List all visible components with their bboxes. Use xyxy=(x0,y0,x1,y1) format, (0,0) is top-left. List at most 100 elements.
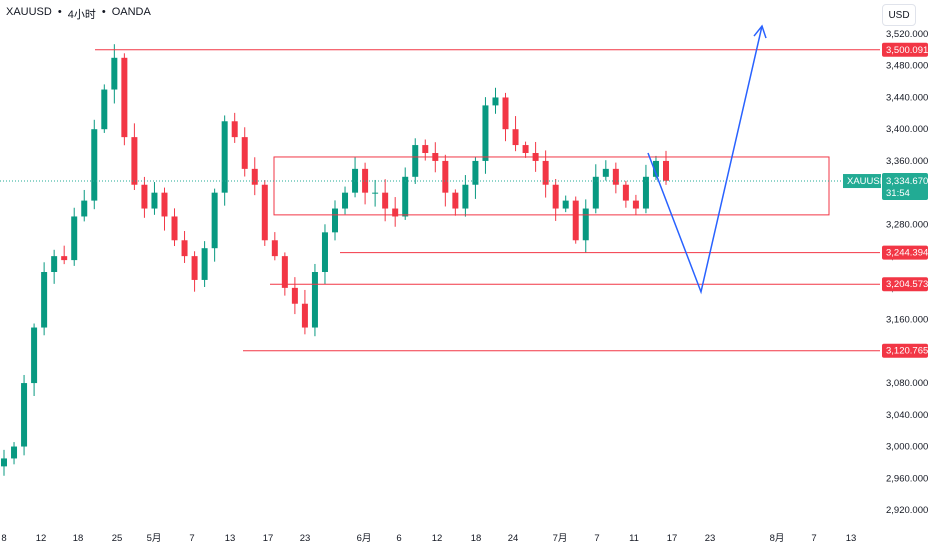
candle-body xyxy=(663,160,669,181)
candle-body xyxy=(422,145,429,153)
level-label-bg xyxy=(882,245,928,260)
candle-body xyxy=(562,200,569,209)
price-tick-label: 3,480.000 xyxy=(886,61,928,72)
title-separator: • xyxy=(57,6,62,18)
projection-arrowhead xyxy=(753,24,767,39)
candle-body xyxy=(281,256,288,288)
candle-body xyxy=(622,184,629,201)
level-label-text: 3,120.765 xyxy=(886,346,928,357)
time-tick-label: 6 xyxy=(396,533,401,544)
candle-body xyxy=(472,160,479,185)
candle-body xyxy=(582,208,589,241)
candle-body xyxy=(61,256,68,261)
time-tick-label: 8 xyxy=(1,533,6,544)
candle-body xyxy=(251,168,258,185)
price-tick-label: 2,920.000 xyxy=(886,505,928,516)
level-label-bg xyxy=(882,343,928,358)
candle-body xyxy=(241,137,248,169)
candle-body xyxy=(642,176,649,209)
price-tick-label: 3,000.000 xyxy=(886,442,928,453)
candle-body xyxy=(552,184,559,209)
candle-body xyxy=(352,168,359,193)
candle-body xyxy=(171,216,178,241)
candle-body xyxy=(362,168,369,193)
candle-body xyxy=(81,200,88,217)
candle-body xyxy=(372,192,379,194)
candle-body xyxy=(311,272,318,328)
candle-body xyxy=(41,272,48,328)
title-separator: • xyxy=(101,6,106,18)
time-tick-label: 12 xyxy=(432,533,443,544)
candle-body xyxy=(502,97,509,130)
price-tick-label: 3,520.000 xyxy=(886,29,928,40)
time-tick-label: 17 xyxy=(667,533,678,544)
candle-body xyxy=(221,121,228,193)
candle-body xyxy=(652,160,659,177)
price-tick-label: 3,280.000 xyxy=(886,219,928,230)
time-tick-label: 18 xyxy=(471,533,482,544)
candle-body xyxy=(21,383,28,447)
time-tick-label: 13 xyxy=(846,533,857,544)
time-tick-label: 17 xyxy=(263,533,274,544)
candle-body xyxy=(602,168,609,177)
level-label-text: 3,204.573 xyxy=(886,279,928,290)
time-tick-label: 7 xyxy=(811,533,816,544)
price-tick-label: 2,960.000 xyxy=(886,473,928,484)
candle-body xyxy=(121,57,128,138)
time-tick-label: 12 xyxy=(36,533,47,544)
candle-body xyxy=(141,184,148,209)
symbol-name: XAUUSD xyxy=(6,6,52,18)
candle-body xyxy=(572,200,579,241)
candle-body xyxy=(462,184,469,209)
candle-body xyxy=(191,256,198,280)
price-tick-label: 3,160.000 xyxy=(886,315,928,326)
candle-body xyxy=(151,192,158,209)
candle-body xyxy=(412,145,419,177)
candle-body xyxy=(592,176,599,209)
price-tick-label: 3,040.000 xyxy=(886,410,928,421)
candle-body xyxy=(382,192,389,209)
candle-body xyxy=(91,129,98,201)
candle-body xyxy=(392,208,399,217)
level-price-label: 3,120.765 xyxy=(882,343,928,358)
countdown-timer: 31:54 xyxy=(886,188,910,199)
candle-body xyxy=(632,200,639,209)
candle-body xyxy=(231,121,238,138)
price-tick-label: 3,080.000 xyxy=(886,378,928,389)
candle-body xyxy=(101,89,108,130)
candle-body xyxy=(452,192,459,209)
candle-body xyxy=(542,160,549,185)
candle-body xyxy=(71,216,78,261)
candle-body xyxy=(482,105,489,161)
time-tick-label: 7 xyxy=(189,533,194,544)
current-price-bg xyxy=(882,173,928,201)
candle-body xyxy=(522,145,529,153)
level-label-text: 3,500.091 xyxy=(886,45,928,56)
candle-body xyxy=(321,232,328,272)
time-tick-label: 6月 xyxy=(357,533,372,544)
price-tick-label: 3,440.000 xyxy=(886,92,928,103)
level-price-label: 3,500.091 xyxy=(882,42,928,57)
time-tick-label: 23 xyxy=(705,533,716,544)
symbol-title: XAUUSD • 4小时 • OANDA xyxy=(6,6,151,22)
currency-button[interactable]: USD xyxy=(882,4,916,26)
time-tick-label: 7 xyxy=(594,533,599,544)
candle-body xyxy=(181,240,188,257)
level-label-bg xyxy=(882,42,928,57)
broker-label: OANDA xyxy=(111,6,151,18)
candle-body xyxy=(11,446,18,459)
candle-body xyxy=(1,458,7,467)
candle-body xyxy=(612,168,619,185)
time-tick-label: 24 xyxy=(508,533,519,544)
time-tick-label: 8月 xyxy=(770,533,785,544)
candle-body xyxy=(51,256,58,272)
level-price-label: 3,204.573 xyxy=(882,277,928,292)
range-box xyxy=(273,156,830,216)
candle-body xyxy=(492,97,499,106)
candle-body xyxy=(201,248,208,280)
candle-body xyxy=(402,176,409,217)
price-tick-label: 3,400.000 xyxy=(886,124,928,135)
time-tick-label: 5月 xyxy=(147,533,162,544)
